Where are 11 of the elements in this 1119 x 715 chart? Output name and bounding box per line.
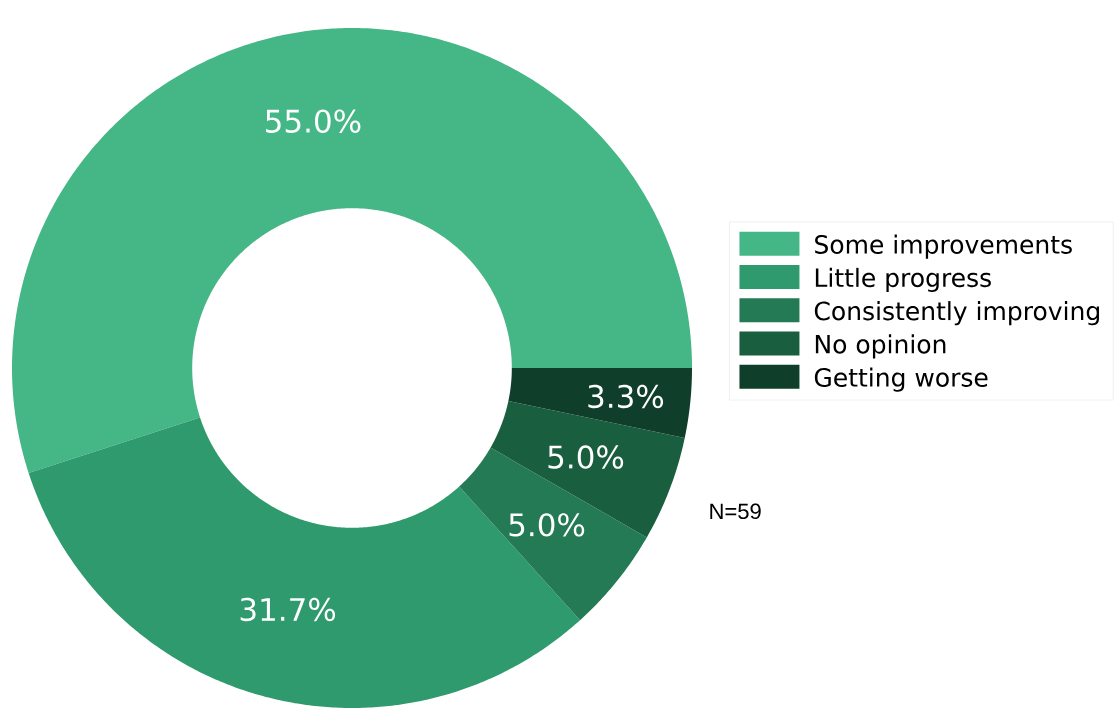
data-label: 5.0% xyxy=(548,445,624,469)
data-label: 55.0% xyxy=(266,109,361,133)
data-label: 5.0% xyxy=(509,513,585,537)
legend-label: Getting worse xyxy=(814,367,988,392)
text: N=59 xyxy=(710,503,761,520)
data-label: 3.3% xyxy=(588,384,664,409)
legend-label: No opinion xyxy=(815,334,946,359)
legend-label: Consistently improving xyxy=(814,301,1099,326)
legend-label: Little progress xyxy=(815,267,991,293)
data-label: 31.7% xyxy=(240,597,336,622)
legend-label: Some improvements xyxy=(815,234,1072,259)
